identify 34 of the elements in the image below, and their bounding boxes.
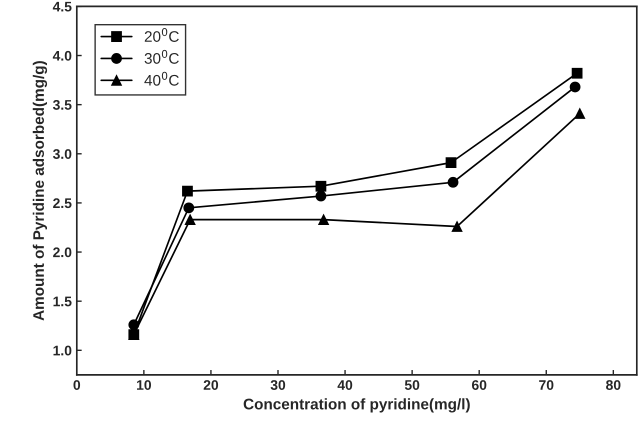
x-tick-label: 0 [73, 380, 80, 390]
x-axis-title: Concentration of pyridine(mg/l) [244, 398, 470, 413]
point [183, 202, 194, 214]
point [318, 214, 329, 226]
x-tick-label: 70 [539, 380, 554, 390]
y-tick-label: 1.0 [54, 346, 72, 356]
point [448, 176, 458, 188]
point [574, 108, 586, 119]
legend-label: 30$^{0}$C [144, 50, 179, 64]
point [316, 180, 326, 192]
point [570, 82, 580, 92]
y-tick-label: 1.5 [54, 296, 72, 306]
point [452, 221, 462, 232]
point [446, 157, 456, 168]
y-tick-label: 3.5 [52, 100, 72, 110]
x-tick-label: 40 [338, 380, 352, 390]
x-tick-label: 80 [606, 380, 620, 390]
y-axis-title: Amount of Pyridine adsorbed(mg/g) [32, 61, 48, 321]
y-tick-label: 4.0 [52, 50, 72, 61]
y-tick-label: 4.5 [52, 2, 72, 12]
x-tick-label: 50 [404, 380, 420, 390]
point [316, 190, 326, 202]
x-tick-label: 20 [204, 380, 218, 390]
y-tick-label: 2.0 [53, 247, 72, 258]
legend-label: 40$^{0}$C [144, 72, 179, 86]
y-tick-label: 3.0 [52, 149, 72, 159]
x-tick-label: 10 [137, 380, 152, 390]
x-tick-label: 30 [270, 380, 286, 390]
point [184, 214, 196, 226]
legend-label: 20$^{0}$C [144, 28, 179, 42]
point [182, 186, 193, 197]
y-tick-label: 2.5 [53, 198, 72, 208]
point [572, 68, 582, 79]
x-tick-label: 60 [472, 380, 486, 390]
